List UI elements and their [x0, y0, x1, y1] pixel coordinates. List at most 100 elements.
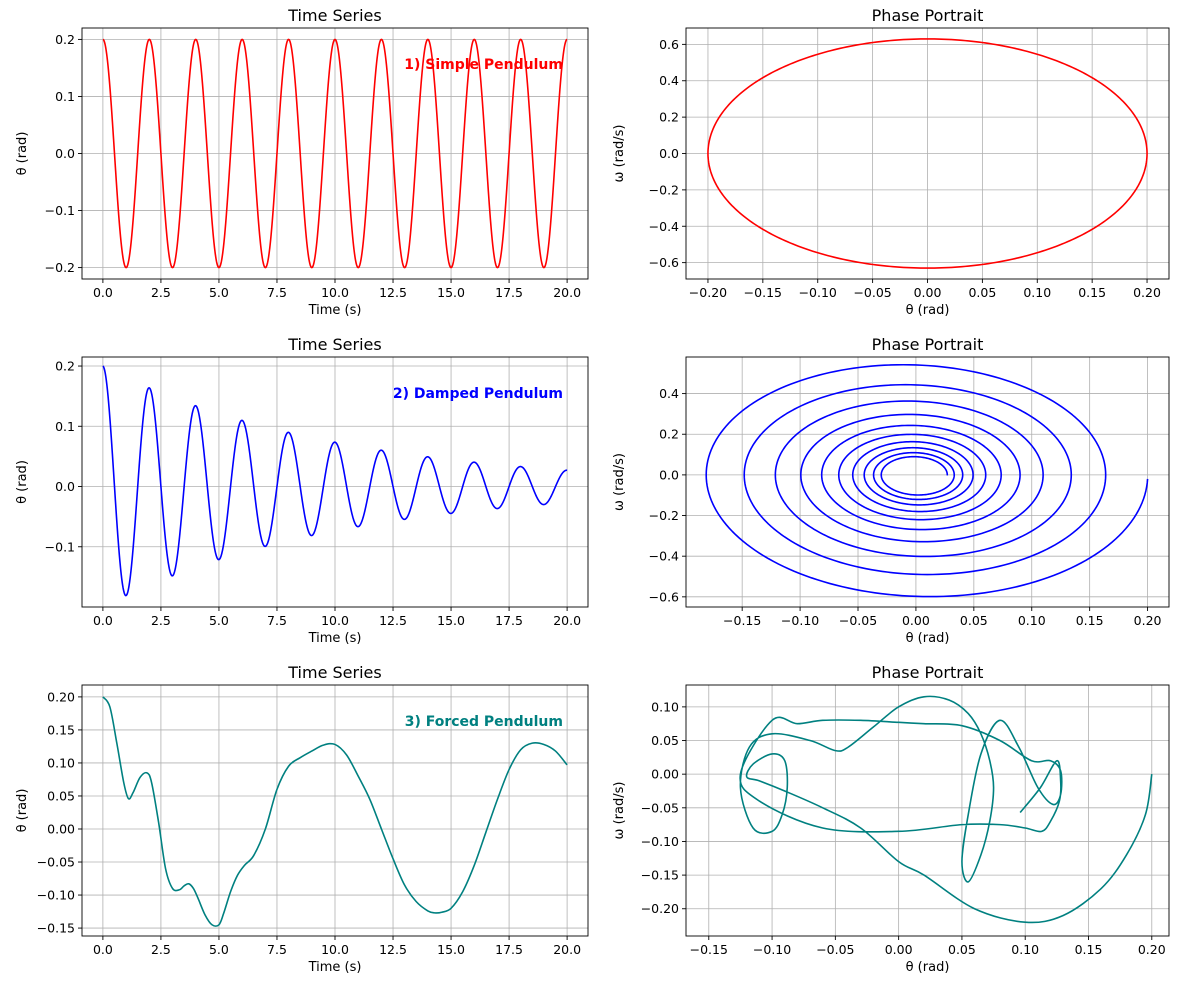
y-tick-label: −0.1	[45, 203, 75, 218]
x-tick-label: 0.10	[1018, 613, 1046, 628]
series-line	[739, 695, 1153, 924]
y-tick-label: −0.20	[641, 901, 679, 916]
x-tick-label: 0.10	[1011, 942, 1039, 957]
chart-title: Phase Portrait	[872, 663, 984, 682]
x-tick-label: −0.05	[839, 613, 877, 628]
x-axis-label: θ (rad)	[906, 631, 950, 646]
series-line	[102, 38, 568, 269]
y-tick-label: 0.05	[47, 788, 75, 803]
x-tick-label: −0.05	[853, 285, 891, 300]
y-axis-label: ω (rad/s)	[612, 125, 627, 183]
x-tick-label: 2.5	[151, 942, 171, 957]
x-tick-label: 0.00	[885, 942, 913, 957]
x-tick-label: 20.0	[553, 942, 581, 957]
y-tick-label: −0.15	[37, 921, 75, 936]
y-tick-label: −0.05	[37, 855, 75, 870]
y-tick-label: −0.1	[45, 539, 75, 554]
y-tick-label: 0.0	[55, 479, 75, 494]
x-tick-label: 0.00	[902, 613, 930, 628]
y-tick-label: 0.2	[55, 359, 75, 374]
x-tick-label: 0.0	[93, 613, 113, 628]
y-tick-label: 0.20	[47, 689, 75, 704]
x-tick-label: 0.05	[960, 613, 988, 628]
x-tick-label: 0.15	[1075, 942, 1103, 957]
x-tick-label: −0.15	[723, 613, 761, 628]
x-tick-label: 7.5	[267, 285, 287, 300]
series-line	[102, 365, 568, 597]
chart-title: Phase Portrait	[872, 6, 984, 25]
x-tick-label: 5.0	[209, 613, 229, 628]
x-tick-label: 15.0	[437, 285, 465, 300]
x-tick-label: 0.20	[1133, 285, 1161, 300]
x-tick-label: 0.00	[914, 285, 942, 300]
chart-title: Time Series	[287, 663, 381, 682]
subplot-6: −0.15 −0.10 −0.05 0.00 0.05 0.10 0.15 0.20 −0.20…	[612, 663, 1170, 975]
annotation-label: 3) Forced Pendulum	[405, 714, 563, 730]
y-tick-label: 0.10	[47, 755, 75, 770]
x-tick-label: −0.20	[689, 285, 727, 300]
x-tick-label: 0.20	[1134, 613, 1162, 628]
y-tick-label: 0.4	[659, 386, 679, 401]
x-tick-label: 15.0	[437, 942, 465, 957]
y-tick-label: 0.00	[47, 821, 75, 836]
y-tick-label: −0.15	[641, 868, 679, 883]
x-tick-label: 15.0	[437, 613, 465, 628]
axes-frame	[685, 356, 1170, 608]
x-tick-label: 0.0	[93, 942, 113, 957]
x-tick-label: 2.5	[151, 285, 171, 300]
y-tick-label: 0.0	[659, 467, 679, 482]
y-tick-label: 0.1	[55, 419, 75, 434]
chart-title: Time Series	[287, 335, 381, 354]
y-tick-label: 0.0	[55, 146, 75, 161]
chart-title: Phase Portrait	[872, 335, 984, 354]
y-tick-label: −0.2	[649, 508, 679, 523]
x-tick-label: 5.0	[209, 285, 229, 300]
x-tick-label: −0.10	[781, 613, 819, 628]
x-tick-label: −0.15	[744, 285, 782, 300]
x-tick-label: 17.5	[495, 613, 523, 628]
x-tick-label: 0.15	[1076, 613, 1104, 628]
x-tick-label: 0.10	[1023, 285, 1051, 300]
y-tick-label: −0.4	[649, 549, 679, 564]
x-tick-label: 0.20	[1138, 942, 1166, 957]
subplot-2: −0.20 −0.15 −0.10 −0.05 0.00 0.05 0.10 0.15 0.20…	[612, 6, 1170, 318]
y-tick-label: 0.1	[55, 89, 75, 104]
x-tick-label: 2.5	[151, 613, 171, 628]
x-tick-label: 12.5	[379, 613, 407, 628]
subplot-1: 0.0 2.5 5.0 7.5 10.0 12.5 15.0 17.5 20.0 −0.2 −0.1…	[15, 6, 589, 318]
y-tick-label: −0.05	[641, 800, 679, 815]
y-axis-label: θ (rad)	[15, 460, 30, 504]
x-tick-label: 10.0	[321, 285, 349, 300]
y-tick-label: 0.00	[651, 767, 679, 782]
x-tick-label: 17.5	[495, 942, 523, 957]
x-tick-label: 10.0	[321, 613, 349, 628]
x-tick-label: 12.5	[379, 942, 407, 957]
x-tick-label: 20.0	[553, 285, 581, 300]
series-line	[705, 363, 1149, 598]
series-line	[102, 696, 568, 927]
y-axis-label: ω (rad/s)	[612, 453, 627, 511]
y-tick-label: −0.6	[649, 589, 679, 604]
y-axis-label: θ (rad)	[15, 132, 30, 176]
x-tick-label: 17.5	[495, 285, 523, 300]
x-axis-label: Time (s)	[308, 960, 362, 975]
x-tick-label: 0.05	[968, 285, 996, 300]
subplot-5: 0.0 2.5 5.0 7.5 10.0 12.5 15.0 17.5 20.0 −0.15 −0.…	[15, 663, 589, 975]
y-tick-label: −0.4	[649, 219, 679, 234]
subplot-3: 0.0 2.5 5.0 7.5 10.0 12.5 15.0 17.5 20.0 −0.1 0.0 0…	[15, 335, 589, 646]
x-tick-label: −0.15	[690, 942, 728, 957]
x-axis-label: Time (s)	[308, 631, 362, 646]
y-tick-label: −0.10	[37, 888, 75, 903]
x-tick-label: 12.5	[379, 285, 407, 300]
x-tick-label: 7.5	[267, 613, 287, 628]
y-tick-label: 0.05	[651, 733, 679, 748]
annotation-label: 2) Damped Pendulum	[393, 386, 563, 402]
x-tick-label: 0.05	[948, 942, 976, 957]
y-tick-label: 0.2	[659, 427, 679, 442]
y-tick-label: 0.10	[651, 699, 679, 714]
y-tick-label: 0.15	[47, 722, 75, 737]
x-tick-label: 0.0	[93, 285, 113, 300]
y-tick-label: −0.6	[649, 255, 679, 270]
x-axis-label: θ (rad)	[906, 960, 950, 975]
